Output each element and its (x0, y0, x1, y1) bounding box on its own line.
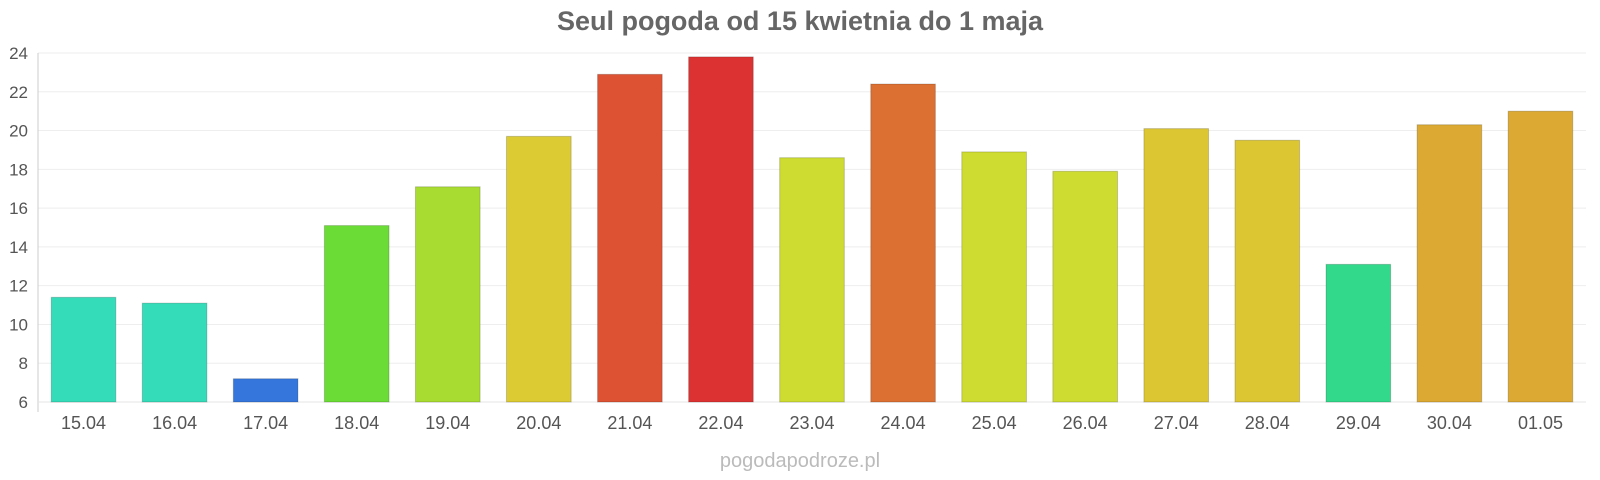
bar-22.04 (688, 56, 754, 403)
x-tick-label: 15.04 (61, 413, 106, 433)
x-tick-label: 20.04 (516, 413, 561, 433)
bar-20.04 (505, 135, 572, 403)
bar-30.04 (1416, 124, 1483, 403)
y-tick-label: 22 (9, 83, 28, 102)
bar-24.04 (870, 83, 936, 403)
bar-26.04 (1052, 170, 1119, 403)
chart-title: Seul pogoda od 15 kwietnia do 1 maja (556, 6, 1044, 36)
watermark: pogodapodroze.pl (719, 450, 881, 472)
y-tick-label: 6 (19, 393, 28, 412)
x-tick-label: 21.04 (607, 413, 652, 433)
bar-15.04 (50, 296, 117, 403)
bar-18.04 (323, 225, 390, 403)
x-tick-label: 19.04 (425, 413, 470, 433)
bar-16.04 (141, 302, 208, 403)
bar-23.04 (779, 157, 845, 403)
y-tick-label: 14 (9, 238, 28, 257)
x-tick-label: 27.04 (1154, 413, 1199, 433)
bars (50, 56, 1574, 403)
bar-19.04 (414, 186, 481, 403)
bar-01.05 (1507, 110, 1574, 403)
x-tick-label: 17.04 (243, 413, 288, 433)
bar-25.04 (961, 151, 1027, 403)
x-tick-label: 28.04 (1245, 413, 1290, 433)
y-tick-label: 18 (9, 160, 28, 179)
x-tick-label: 23.04 (789, 413, 834, 433)
y-tick-label: 20 (9, 122, 28, 141)
bar-27.04 (1143, 128, 1210, 403)
y-tick-label: 8 (19, 354, 28, 373)
y-tick-labels: 6 8 10 12 14 16 18 20 22 24 (9, 44, 28, 412)
x-tick-label: 24.04 (881, 413, 926, 433)
bar-17.04 (232, 378, 299, 403)
x-tick-label: 18.04 (334, 413, 379, 433)
y-tick-label: 10 (9, 315, 28, 334)
x-tick-labels: 15.04 16.04 17.04 18.04 19.04 20.04 21.04 22.04… (61, 413, 1563, 433)
bar-28.04 (1234, 139, 1301, 403)
y-tick-label: 16 (9, 199, 28, 218)
bar-29.04 (1325, 263, 1392, 403)
x-tick-label: 29.04 (1336, 413, 1381, 433)
x-tick-label: 25.04 (972, 413, 1017, 433)
y-tick-label: 24 (9, 44, 28, 63)
x-tick-label: 16.04 (152, 413, 197, 433)
bar-21.04 (597, 73, 663, 403)
x-tick-label: 01.05 (1518, 413, 1563, 433)
x-tick-label: 30.04 (1427, 413, 1472, 433)
y-tick-label: 12 (9, 277, 28, 296)
x-tick-label: 26.04 (1063, 413, 1108, 433)
x-tick-label: 22.04 (698, 413, 743, 433)
